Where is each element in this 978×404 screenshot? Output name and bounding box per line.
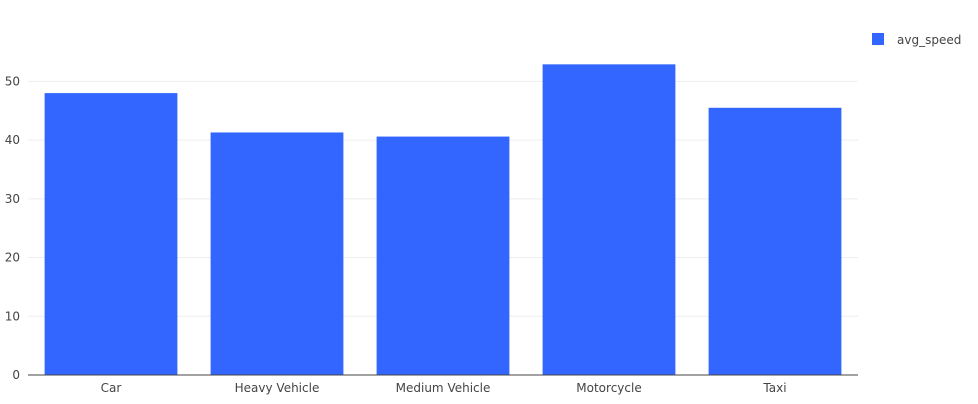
y-tick-label-10: 10 <box>5 309 20 323</box>
x-tick-label-taxi: Taxi <box>762 381 786 395</box>
legend[interactable]: avg_speed <box>872 33 961 47</box>
legend-swatch-avg-speed <box>872 33 884 45</box>
x-tick-label-motorcycle: Motorcycle <box>576 381 641 395</box>
x-tick-label-car: Car <box>101 381 122 395</box>
x-tick-label-medium-vehicle: Medium Vehicle <box>396 381 491 395</box>
bar-heavy-vehicle[interactable] <box>210 132 344 375</box>
y-tick-label-30: 30 <box>5 192 20 206</box>
bar-medium-vehicle[interactable] <box>376 136 510 375</box>
bar-motorcycle[interactable] <box>542 64 676 375</box>
x-tick-labels: Car Heavy Vehicle Medium Vehicle Motorcycle… <box>101 381 787 395</box>
y-tick-label-40: 40 <box>5 133 20 147</box>
y-tick-label-0: 0 <box>12 368 20 382</box>
x-tick-label-heavy-vehicle: Heavy Vehicle <box>235 381 320 395</box>
y-tick-label-50: 50 <box>5 74 20 88</box>
bar-taxi[interactable] <box>708 107 842 376</box>
y-tick-label-20: 20 <box>5 251 20 265</box>
y-tick-labels: 0 10 20 30 40 50 <box>5 74 20 382</box>
bar-car[interactable] <box>44 93 178 375</box>
legend-label-avg-speed: avg_speed <box>897 33 961 47</box>
bars <box>44 64 842 376</box>
